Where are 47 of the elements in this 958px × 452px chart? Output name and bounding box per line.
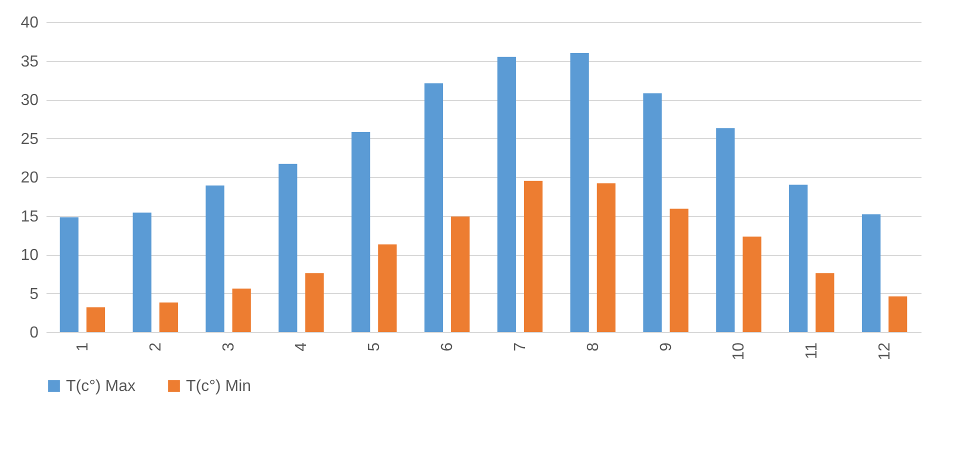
x-tick-label: 10 — [730, 342, 748, 360]
y-tick-label: 40 — [20, 14, 39, 32]
y-tick-label: 25 — [20, 130, 39, 148]
bar — [742, 236, 762, 332]
bar — [888, 296, 908, 332]
legend-label: T(c°) Max — [66, 378, 136, 395]
legend-label: T(c°) Min — [186, 378, 252, 395]
bar — [643, 93, 662, 332]
y-tick-label: 35 — [20, 53, 39, 70]
bar — [789, 184, 808, 332]
bar — [570, 53, 589, 332]
y-tick-label: 15 — [20, 208, 39, 226]
bar — [497, 56, 516, 332]
y-tick-label: 20 — [20, 170, 39, 186]
x-tick-label: 9 — [658, 342, 675, 352]
x-tick-label: 4 — [293, 342, 310, 352]
bar — [424, 83, 444, 332]
bar — [86, 307, 106, 332]
x-tick-label: 3 — [220, 342, 238, 352]
y-tick-label: 30 — [20, 92, 39, 109]
x-tick-label: 8 — [584, 342, 602, 352]
x-tick-label: 11 — [804, 342, 821, 360]
bar — [451, 216, 470, 332]
x-tick-label: 2 — [147, 342, 164, 352]
y-tick-label: 10 — [20, 247, 39, 264]
bar — [159, 302, 178, 332]
bar — [716, 128, 735, 332]
bar — [378, 244, 397, 332]
bar — [305, 273, 324, 332]
bar — [596, 183, 616, 332]
bar — [816, 273, 834, 332]
bar — [232, 288, 251, 332]
bar — [132, 212, 152, 332]
bar — [352, 132, 370, 332]
bar — [670, 208, 688, 332]
bar — [206, 186, 224, 332]
bar — [278, 164, 298, 332]
x-tick-label: 1 — [74, 342, 92, 352]
bar — [60, 217, 78, 332]
bar — [524, 180, 543, 332]
bar — [862, 214, 881, 332]
x-tick-label: 6 — [439, 342, 456, 352]
x-tick-label: 12 — [876, 342, 894, 360]
x-tick-label: 5 — [366, 342, 384, 352]
y-tick-label: 0 — [30, 324, 39, 342]
x-tick-label: 7 — [512, 342, 529, 352]
y-tick-label: 5 — [30, 286, 39, 303]
